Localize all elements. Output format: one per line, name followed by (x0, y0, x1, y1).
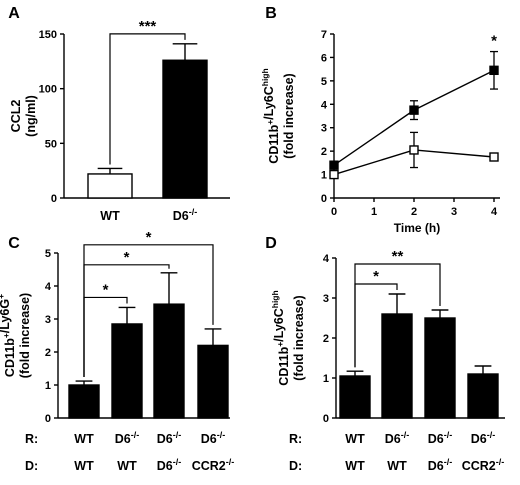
y-tick-label: 2 (45, 347, 51, 359)
x-tick-label: 4 (491, 206, 498, 218)
panel-label: A (8, 5, 20, 22)
panel-label: C (8, 235, 20, 252)
data-point (409, 145, 419, 155)
bar (87, 173, 133, 199)
significance-label: * (103, 281, 109, 298)
y-axis-title: CCL2 (ng/ml) (9, 95, 38, 137)
y-axis-title-line: (fold increase) (282, 73, 296, 158)
y-tick-label: 7 (321, 29, 327, 41)
x-axis-title: Time (h) (394, 221, 440, 235)
y-tick-label: 2 (321, 146, 327, 158)
x-tick-label: 0 (331, 206, 337, 218)
y-axis-title: CD11b+/Ly6G+(fold increase) (0, 293, 32, 378)
y-axis-title-line: (fold increase) (292, 295, 306, 380)
y-tick-label: 100 (39, 84, 57, 96)
row-label-donor: D: (289, 459, 302, 473)
bar (162, 59, 208, 199)
x-tick-label: 3 (451, 206, 457, 218)
donor-label: WT (387, 459, 407, 473)
significance-label: * (491, 33, 497, 50)
bar (467, 373, 499, 419)
data-point (409, 105, 419, 115)
donor-label: WT (117, 459, 137, 473)
significance-bracket (354, 263, 441, 368)
y-tick-label: 5 (45, 248, 51, 260)
x-tick-label: 1 (371, 206, 377, 218)
row-label-recipient: R: (25, 432, 38, 446)
significance-label: * (124, 249, 130, 266)
recipient-label: D6-/- (115, 430, 139, 446)
panel-B: B 0 1 2 3 4 5 6 7 0 1 2 3 4 Time (h) CD11b+/Ly6Chigh (fo… (260, 5, 500, 235)
y-tick-label: 0 (51, 193, 57, 205)
row-label-donor: D: (25, 459, 38, 473)
y-axis-title-line: (fold increase) (18, 293, 32, 378)
bar (68, 384, 100, 419)
x-tick-label: D6-/- (173, 207, 197, 223)
donor-label: D6-/- (157, 457, 181, 473)
significance-label: * (146, 229, 152, 246)
significance-label: *** (139, 18, 157, 35)
y-tick-label: 150 (39, 29, 57, 41)
donor-label: CCR2-/- (192, 457, 235, 473)
recipient-label: D6-/- (201, 430, 225, 446)
recipient-label: D6-/- (428, 430, 452, 446)
x-tick-label: WT (100, 209, 120, 223)
y-tick-label: 1 (45, 380, 51, 392)
panel-C: C 0 1 2 3 4 5 CD11b+/Ly6G+(fold increase) * * * R: D… (0, 229, 234, 473)
data-point (489, 152, 499, 162)
panel-label: D (265, 235, 277, 252)
y-tick-label: 5 (321, 76, 327, 88)
recipient-label: D6-/- (385, 430, 409, 446)
bar (424, 317, 456, 419)
y-tick-label: 2 (323, 333, 329, 345)
recipient-label: WT (345, 432, 365, 446)
y-axis-title-line: CD11b+/Ly6Chigh (260, 68, 281, 163)
y-axis-title-line: CD11b+/Ly6Chigh (270, 290, 291, 385)
y-tick-label: 3 (45, 314, 51, 326)
bar (153, 303, 185, 419)
significance-label: ** (392, 248, 404, 265)
data-point (489, 65, 499, 76)
y-tick-label: 6 (321, 52, 327, 64)
bar (111, 323, 143, 419)
significance-bracket (109, 33, 186, 165)
row-label-recipient: R: (289, 432, 302, 446)
y-axis-title-line: CCL2 (9, 100, 23, 133)
significance-label: * (373, 268, 379, 285)
y-tick-label: 50 (45, 138, 57, 150)
y-tick-label: 0 (45, 413, 51, 425)
x-tick-label: 2 (411, 206, 417, 218)
y-tick-label: 4 (321, 99, 328, 111)
y-tick-label: 3 (321, 123, 327, 135)
y-tick-label: 0 (321, 193, 327, 205)
bar (339, 375, 371, 419)
y-tick-label: 4 (45, 281, 52, 293)
y-tick-label: 1 (321, 170, 327, 182)
y-axis-title: CD11b+/Ly6Chigh (fold increase) (260, 68, 296, 163)
data-point (329, 160, 339, 170)
recipient-label: D6-/- (157, 430, 181, 446)
bar (381, 313, 413, 419)
y-tick-label: 1 (323, 373, 329, 385)
y-tick-label: 3 (323, 293, 329, 305)
y-axis-title: CD11b+/Ly6Chigh (fold increase) (270, 290, 306, 385)
recipient-label: D6-/- (471, 430, 495, 446)
donor-label: CCR2-/- (462, 457, 505, 473)
y-tick-label: 0 (323, 413, 329, 425)
panel-A: A 0 50 100 150 CCL2 (ng/ml) *** WT D6-/- (8, 5, 230, 223)
panel-label: B (265, 5, 277, 22)
donor-label: WT (345, 459, 365, 473)
y-axis-title-line: (ng/ml) (24, 95, 38, 137)
donor-label: D6-/- (428, 457, 452, 473)
y-axis-title-line: CD11b+/Ly6G+ (0, 294, 17, 377)
y-tick-label: 4 (323, 253, 330, 265)
data-point (329, 169, 339, 180)
significance-bracket (83, 244, 214, 378)
recipient-label: WT (74, 432, 94, 446)
donor-label: WT (74, 459, 94, 473)
bar (197, 344, 229, 419)
